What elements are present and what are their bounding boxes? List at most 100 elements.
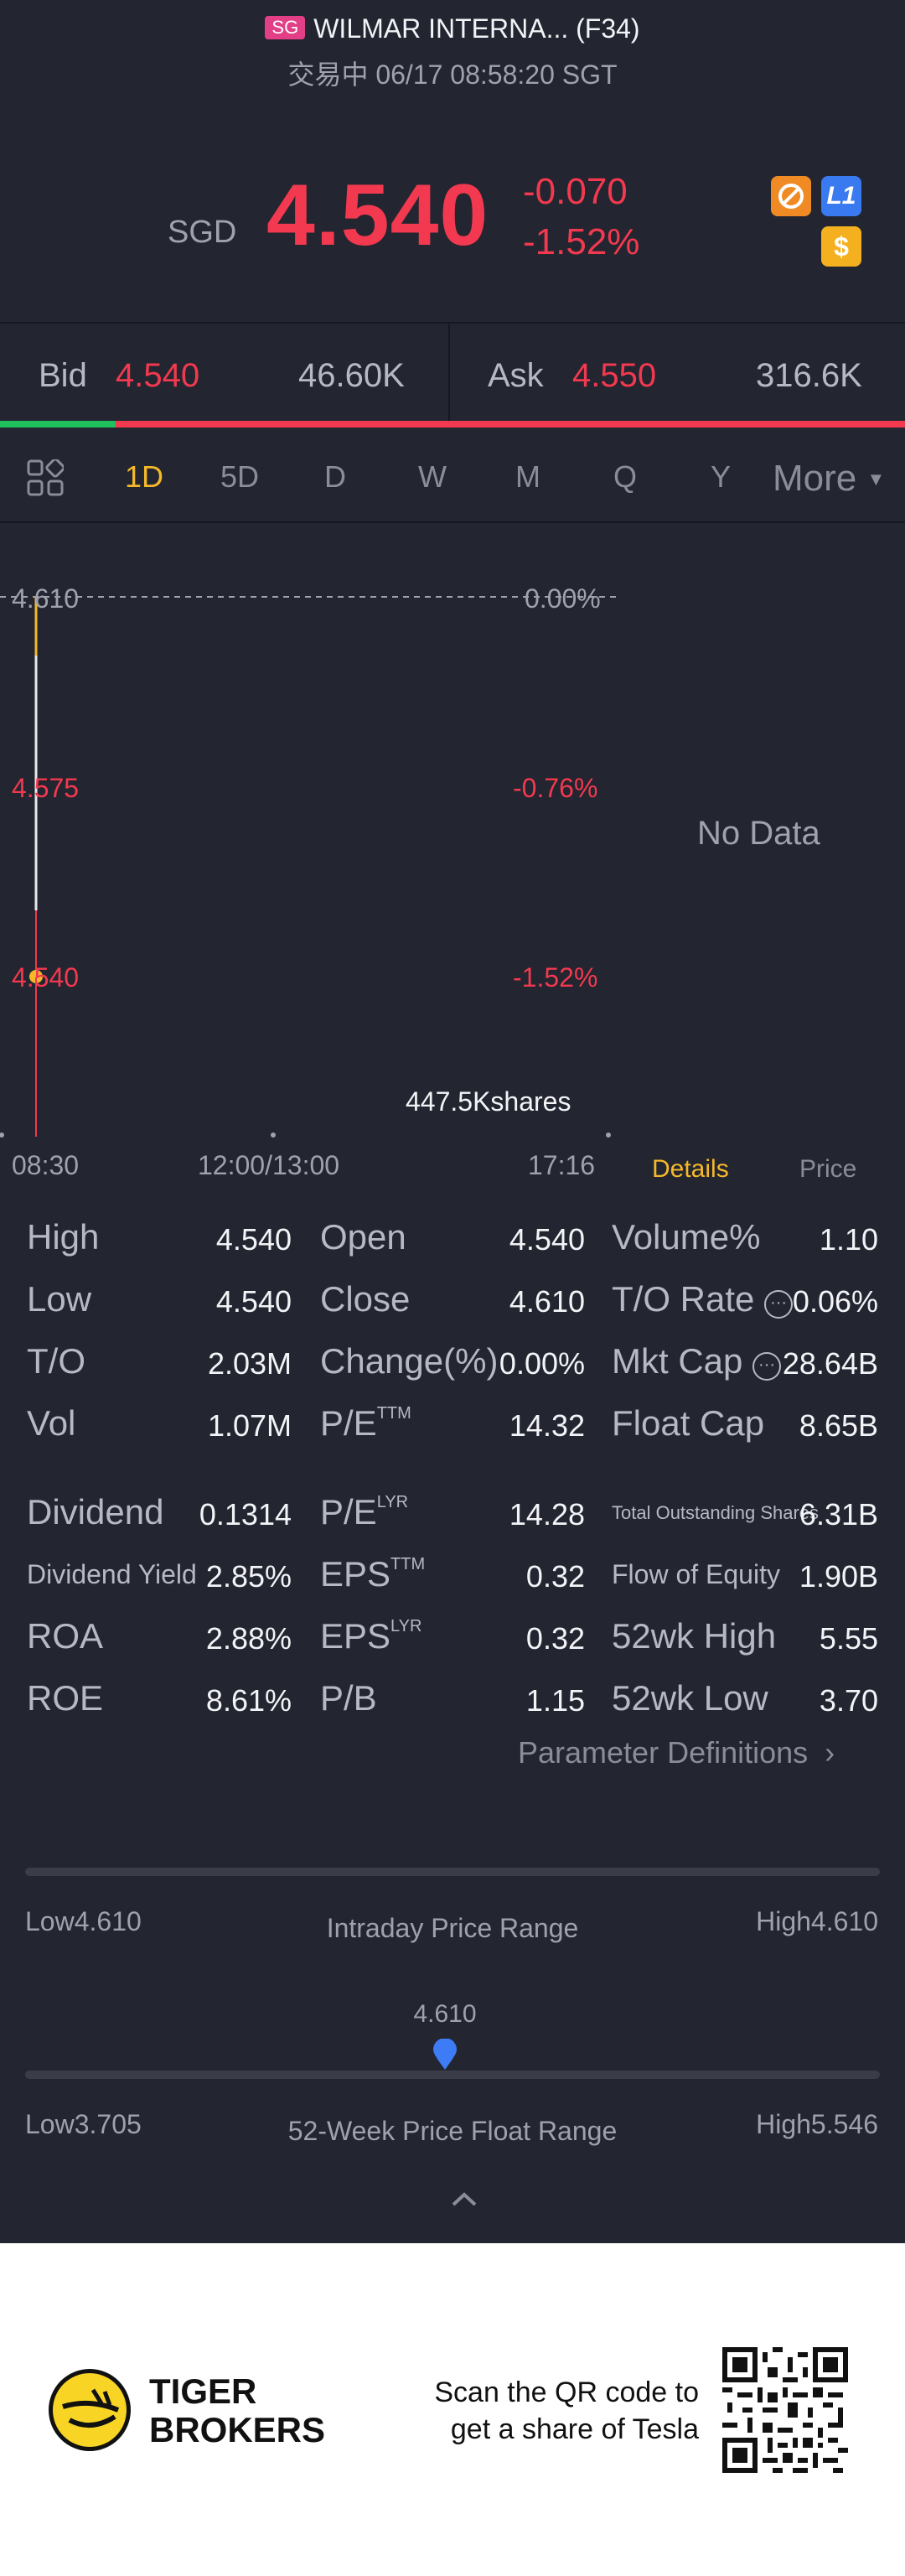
tab-price[interactable]: Price (799, 1155, 857, 1183)
stat-label: High (27, 1217, 100, 1257)
stat-label: 52wk High (612, 1616, 777, 1656)
stat-value: 2.85% (205, 1559, 292, 1594)
stat-label: Change(%) (320, 1341, 499, 1381)
chevron-up-icon[interactable] (451, 2190, 478, 2208)
stat-label[interactable]: Mkt Cap ··· (612, 1341, 782, 1381)
intraday-chart[interactable] (0, 525, 905, 1145)
bid-ask-bar: Bid 4.540 46.60K Ask 4.550 316.6K (0, 322, 905, 422)
location-pin-icon (433, 2039, 457, 2070)
ask-size: 316.6K (756, 357, 862, 394)
info-dots-icon[interactable]: ··· (764, 1290, 794, 1319)
x-tick-dot (0, 1133, 4, 1138)
y-tick-right: 0.00% (525, 583, 601, 614)
bid-label: Bid (39, 357, 87, 394)
stat-label: Volume% (612, 1217, 761, 1257)
stat-value: 14.32 (509, 1408, 585, 1443)
tab-m[interactable]: M (515, 459, 540, 494)
more-label: More (773, 458, 857, 499)
52wk-low: Low3.705 (25, 2109, 142, 2139)
stat-value: 28.64B (782, 1346, 878, 1381)
promo-footer: TIGER BROKERS Scan the QR code to get a sh… (0, 2243, 905, 2576)
ask-price: 4.550 (572, 357, 657, 394)
stock-name: WILMAR INTERNA... (F34) (313, 13, 640, 44)
52wk-range-title: 52-Week Price Float Range (287, 2116, 618, 2146)
tiger-logo-icon (49, 2369, 131, 2451)
y-tick-left: 4.575 (12, 773, 80, 803)
stat-value: 2.03M (207, 1346, 292, 1381)
stat-value: 8.65B (799, 1408, 878, 1443)
volume-label: 447.5Kshares (406, 1086, 571, 1117)
stat-label: Float Cap (612, 1403, 765, 1443)
no-trade-icon[interactable] (771, 176, 811, 216)
tab-5d[interactable]: 5D (220, 459, 260, 494)
scan-promo-text: Scan the QR code to get a share of Tesla (434, 2376, 699, 2445)
qr-code-icon (722, 2347, 848, 2473)
stat-label: Vol (27, 1403, 76, 1443)
current-price-marker-value: 4.610 (413, 2000, 477, 2028)
period-tabs: 1D 5D D W M Q Y More ▼ (0, 428, 905, 523)
stat-label: Low (27, 1279, 92, 1319)
bid-ask-ratio-bar (0, 421, 905, 428)
stat-value: 1.90B (799, 1559, 878, 1594)
stat-value: 0.1314 (199, 1497, 292, 1532)
tab-1d[interactable]: 1D (124, 459, 164, 494)
grid-icon[interactable] (27, 459, 64, 496)
price-change-pct: -1.52% (523, 221, 640, 262)
caret-down-icon: ▼ (866, 469, 886, 490)
ask-label: Ask (488, 357, 544, 394)
x-tick-dot (606, 1133, 611, 1138)
trading-status: 交易中 06/17 08:58:20 SGT (287, 60, 618, 90)
stat-label: P/B (320, 1678, 377, 1718)
dollar-icon[interactable]: $ (821, 226, 861, 267)
market-badge: SG (265, 16, 306, 39)
stat-label: ROE (27, 1678, 104, 1718)
tab-details[interactable]: Details (652, 1155, 729, 1183)
more-tab[interactable]: More ▼ (773, 458, 885, 500)
stat-label: T/O (27, 1341, 85, 1381)
x-tick: 17:16 (528, 1150, 596, 1180)
bid-size: 46.60K (298, 357, 405, 394)
stat-value: 0.32 (525, 1621, 585, 1656)
intraday-range-title: Intraday Price Range (326, 1913, 579, 1943)
stock-title[interactable]: SG WILMAR INTERNA... (F34) (0, 13, 905, 44)
bid-price: 4.540 (116, 357, 200, 394)
parameter-definitions-link[interactable]: Parameter Definitions › (518, 1735, 835, 1770)
stat-value: 1.10 (819, 1222, 878, 1257)
price-change: -0.070 (523, 171, 628, 212)
intraday-low: Low4.610 (25, 1906, 142, 1936)
stat-value: 1.15 (525, 1683, 585, 1718)
stat-value: 6.31B (799, 1497, 878, 1532)
tab-q[interactable]: Q (613, 459, 637, 494)
level1-icon[interactable]: L1 (821, 176, 861, 216)
stat-value: 1.07M (207, 1408, 292, 1443)
y-tick-left: 4.610 (12, 583, 80, 614)
stat-value: 4.540 (215, 1222, 292, 1257)
stat-label: ROA (27, 1616, 104, 1656)
tab-w[interactable]: W (418, 459, 447, 494)
info-dots-icon[interactable]: ··· (752, 1352, 782, 1381)
stat-value: 8.61% (205, 1683, 292, 1718)
stat-label: Total Outstanding Shares (612, 1502, 820, 1523)
stat-label: Dividend Yield (27, 1559, 197, 1589)
stat-label: EPSTTM (320, 1554, 426, 1594)
stat-label: Flow of Equity (612, 1559, 780, 1589)
stat-value: 5.55 (819, 1621, 878, 1656)
stat-value: 0.32 (525, 1559, 585, 1594)
currency-label: SGD (168, 215, 237, 250)
x-tick: 12:00/13:00 (198, 1150, 340, 1180)
tab-d[interactable]: D (324, 459, 346, 494)
intraday-high: High4.610 (756, 1906, 878, 1936)
stat-label: EPSLYR (320, 1616, 422, 1656)
stat-label: P/ELYR (320, 1492, 409, 1532)
stat-label[interactable]: T/O Rate ··· (612, 1279, 794, 1319)
y-tick-right: -0.76% (513, 773, 598, 803)
stat-label: P/ETTM (320, 1403, 411, 1443)
last-price-dot (29, 970, 43, 983)
stat-label: Close (320, 1279, 411, 1319)
52wk-high: High5.546 (756, 2109, 878, 2139)
stat-value: 0.06% (792, 1284, 878, 1319)
stat-value: 2.88% (205, 1621, 292, 1656)
y-tick-left: 4.540 (12, 962, 80, 993)
tab-y[interactable]: Y (710, 459, 731, 494)
stat-value: 0.00% (499, 1346, 585, 1381)
